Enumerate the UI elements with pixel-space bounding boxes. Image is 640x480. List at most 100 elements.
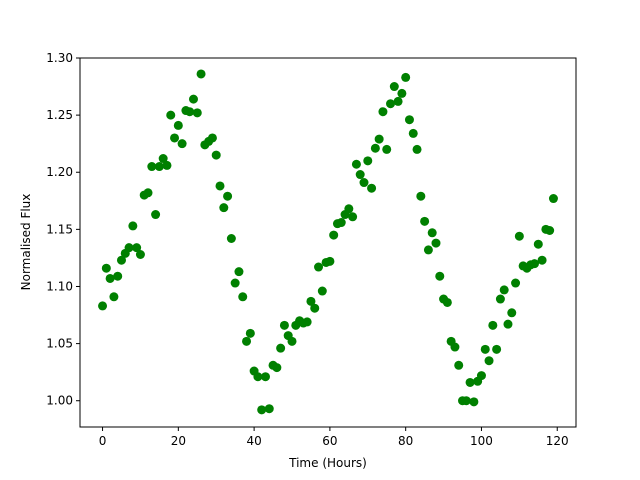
point	[442, 297, 452, 307]
point	[461, 396, 471, 406]
point	[363, 156, 373, 166]
point	[170, 133, 180, 143]
point	[370, 143, 380, 153]
x-tick-label: 0	[99, 434, 107, 448]
point	[469, 397, 479, 407]
point	[480, 344, 490, 354]
point	[507, 308, 517, 318]
point	[514, 231, 524, 241]
x-axis-label: Time (Hours)	[288, 456, 367, 470]
point	[162, 160, 172, 170]
point	[272, 363, 282, 373]
point	[423, 245, 433, 255]
point	[511, 278, 521, 288]
point	[329, 230, 339, 240]
point	[207, 133, 217, 143]
point	[196, 69, 206, 79]
point	[287, 336, 297, 346]
plot-frame	[79, 57, 577, 428]
point	[503, 319, 513, 329]
point	[128, 221, 138, 231]
point	[177, 139, 187, 149]
point	[253, 372, 263, 382]
y-tick-label: 1.15	[46, 222, 73, 236]
point	[113, 271, 123, 281]
point	[314, 262, 324, 272]
y-tick-label: 1.20	[46, 165, 73, 179]
point	[211, 150, 221, 160]
point	[230, 278, 240, 288]
point	[348, 212, 358, 222]
point	[188, 94, 198, 104]
point	[116, 255, 126, 265]
point	[242, 336, 252, 346]
y-tick-label: 1.25	[46, 108, 73, 122]
point	[158, 154, 168, 164]
y-tick-label: 1.05	[46, 337, 73, 351]
point	[173, 120, 183, 130]
point	[537, 255, 547, 265]
point	[412, 144, 422, 154]
x-tick-label: 60	[322, 434, 337, 448]
point	[548, 194, 558, 204]
point	[397, 88, 407, 98]
point	[135, 249, 145, 259]
point	[454, 360, 464, 370]
point	[151, 210, 161, 220]
point	[351, 159, 361, 169]
point	[336, 218, 346, 228]
point	[260, 372, 270, 382]
point	[132, 243, 142, 253]
x-tick-label: 100	[470, 434, 493, 448]
point	[355, 170, 365, 180]
point	[124, 243, 134, 253]
point	[367, 183, 377, 193]
point	[215, 181, 225, 191]
point	[234, 267, 244, 277]
point	[279, 320, 289, 330]
x-tick-label: 40	[246, 434, 261, 448]
point	[530, 259, 540, 269]
point	[185, 107, 195, 117]
y-axis-label: Normalised Flux	[19, 194, 33, 291]
x-tick-label: 20	[171, 434, 186, 448]
y-tick-label: 1.00	[46, 394, 73, 408]
point	[276, 343, 286, 353]
point	[264, 404, 274, 414]
point	[499, 285, 509, 295]
point	[401, 72, 411, 82]
point	[245, 328, 255, 338]
point	[98, 301, 108, 311]
x-tick-label: 80	[398, 434, 413, 448]
point	[389, 82, 399, 92]
y-tick-label: 1.30	[46, 51, 73, 65]
point	[465, 377, 475, 387]
point	[306, 296, 316, 306]
point	[310, 303, 320, 313]
point	[143, 188, 153, 198]
point	[109, 292, 119, 302]
point	[408, 128, 418, 138]
point	[533, 239, 543, 249]
point	[223, 191, 233, 201]
point	[219, 203, 229, 213]
point	[317, 286, 327, 296]
point	[378, 107, 388, 117]
point	[476, 371, 486, 381]
point	[484, 356, 494, 366]
point	[166, 110, 176, 120]
point	[420, 216, 430, 226]
point	[302, 317, 312, 327]
point	[238, 292, 248, 302]
point	[427, 228, 437, 238]
point	[404, 115, 414, 125]
point	[450, 342, 460, 352]
point	[386, 99, 396, 109]
point	[105, 273, 115, 283]
point	[431, 238, 441, 248]
point	[382, 144, 392, 154]
point	[192, 108, 202, 118]
point	[344, 204, 354, 214]
point	[325, 256, 335, 266]
